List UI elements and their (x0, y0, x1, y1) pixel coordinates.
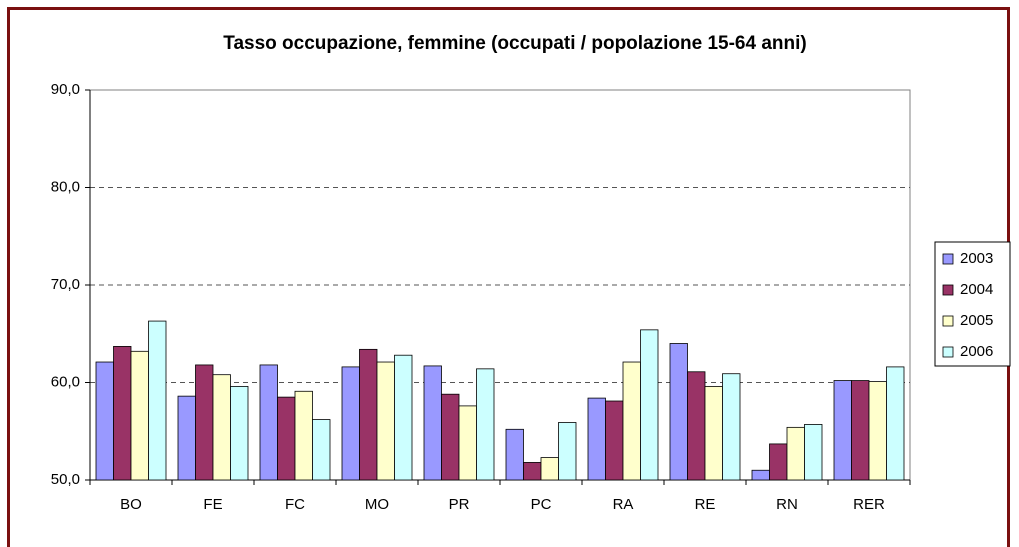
bar (804, 424, 823, 481)
y-tick-label: 50,0 (51, 471, 80, 488)
bar (833, 380, 852, 481)
bar (95, 361, 114, 481)
bar (722, 373, 741, 481)
bar (558, 422, 577, 481)
bar (851, 380, 870, 481)
chart-title: Tasso occupazione, femmine (occupati / p… (223, 33, 807, 54)
bar (476, 368, 495, 481)
bar (669, 343, 688, 481)
bar (294, 390, 313, 481)
x-tick-label: PR (449, 496, 470, 513)
bar (540, 457, 559, 481)
bar (622, 361, 641, 481)
y-tick-label: 60,0 (51, 373, 80, 390)
bar (505, 428, 524, 481)
bar (687, 371, 706, 481)
legend-label: 2005 (960, 312, 993, 329)
bar (640, 329, 659, 481)
bar (751, 469, 770, 481)
bar (212, 374, 231, 481)
bar (423, 365, 442, 481)
bar (177, 395, 196, 481)
x-tick-label: FE (203, 496, 222, 513)
x-tick-label: RA (613, 496, 634, 513)
chart: 50,0 60,0 70,0 80,0 90,0 BO FE FC MO PR PC RA RE RN RE… (51, 81, 1011, 513)
bar (113, 346, 132, 481)
legend-swatch (942, 315, 954, 327)
y-tick-label: 80,0 (51, 178, 80, 195)
legend-swatch (942, 253, 954, 265)
bar (148, 320, 167, 481)
x-tick-label: RER (853, 496, 885, 513)
legend-label: 2006 (960, 343, 993, 360)
bar (359, 348, 378, 481)
bar (195, 364, 214, 481)
bar (341, 366, 360, 481)
bar (394, 354, 413, 481)
x-tick-label: FC (285, 496, 305, 513)
bar (130, 350, 149, 481)
bar (605, 400, 624, 481)
bar (704, 385, 723, 481)
legend-label: 2003 (960, 250, 993, 267)
bar (312, 419, 331, 481)
bar (868, 381, 887, 481)
bar (376, 361, 395, 481)
legend-swatch (942, 284, 954, 296)
bar (458, 405, 477, 481)
y-tick-label: 70,0 (51, 276, 80, 293)
x-tick-label: MO (365, 496, 389, 513)
x-tick-label: PC (531, 496, 552, 513)
bar (259, 364, 278, 481)
x-tick-label: RN (776, 496, 798, 513)
bar (441, 393, 460, 481)
legend-swatch (942, 346, 954, 358)
bar (523, 462, 542, 481)
bar (230, 385, 249, 481)
bar (786, 426, 805, 481)
bar (277, 396, 296, 481)
x-tick-label: BO (120, 496, 142, 513)
legend-label: 2004 (960, 281, 993, 298)
y-tick-label: 90,0 (51, 81, 80, 98)
bar (886, 366, 905, 481)
x-tick-label: RE (695, 496, 716, 513)
bar (587, 397, 606, 481)
bar (769, 443, 788, 481)
